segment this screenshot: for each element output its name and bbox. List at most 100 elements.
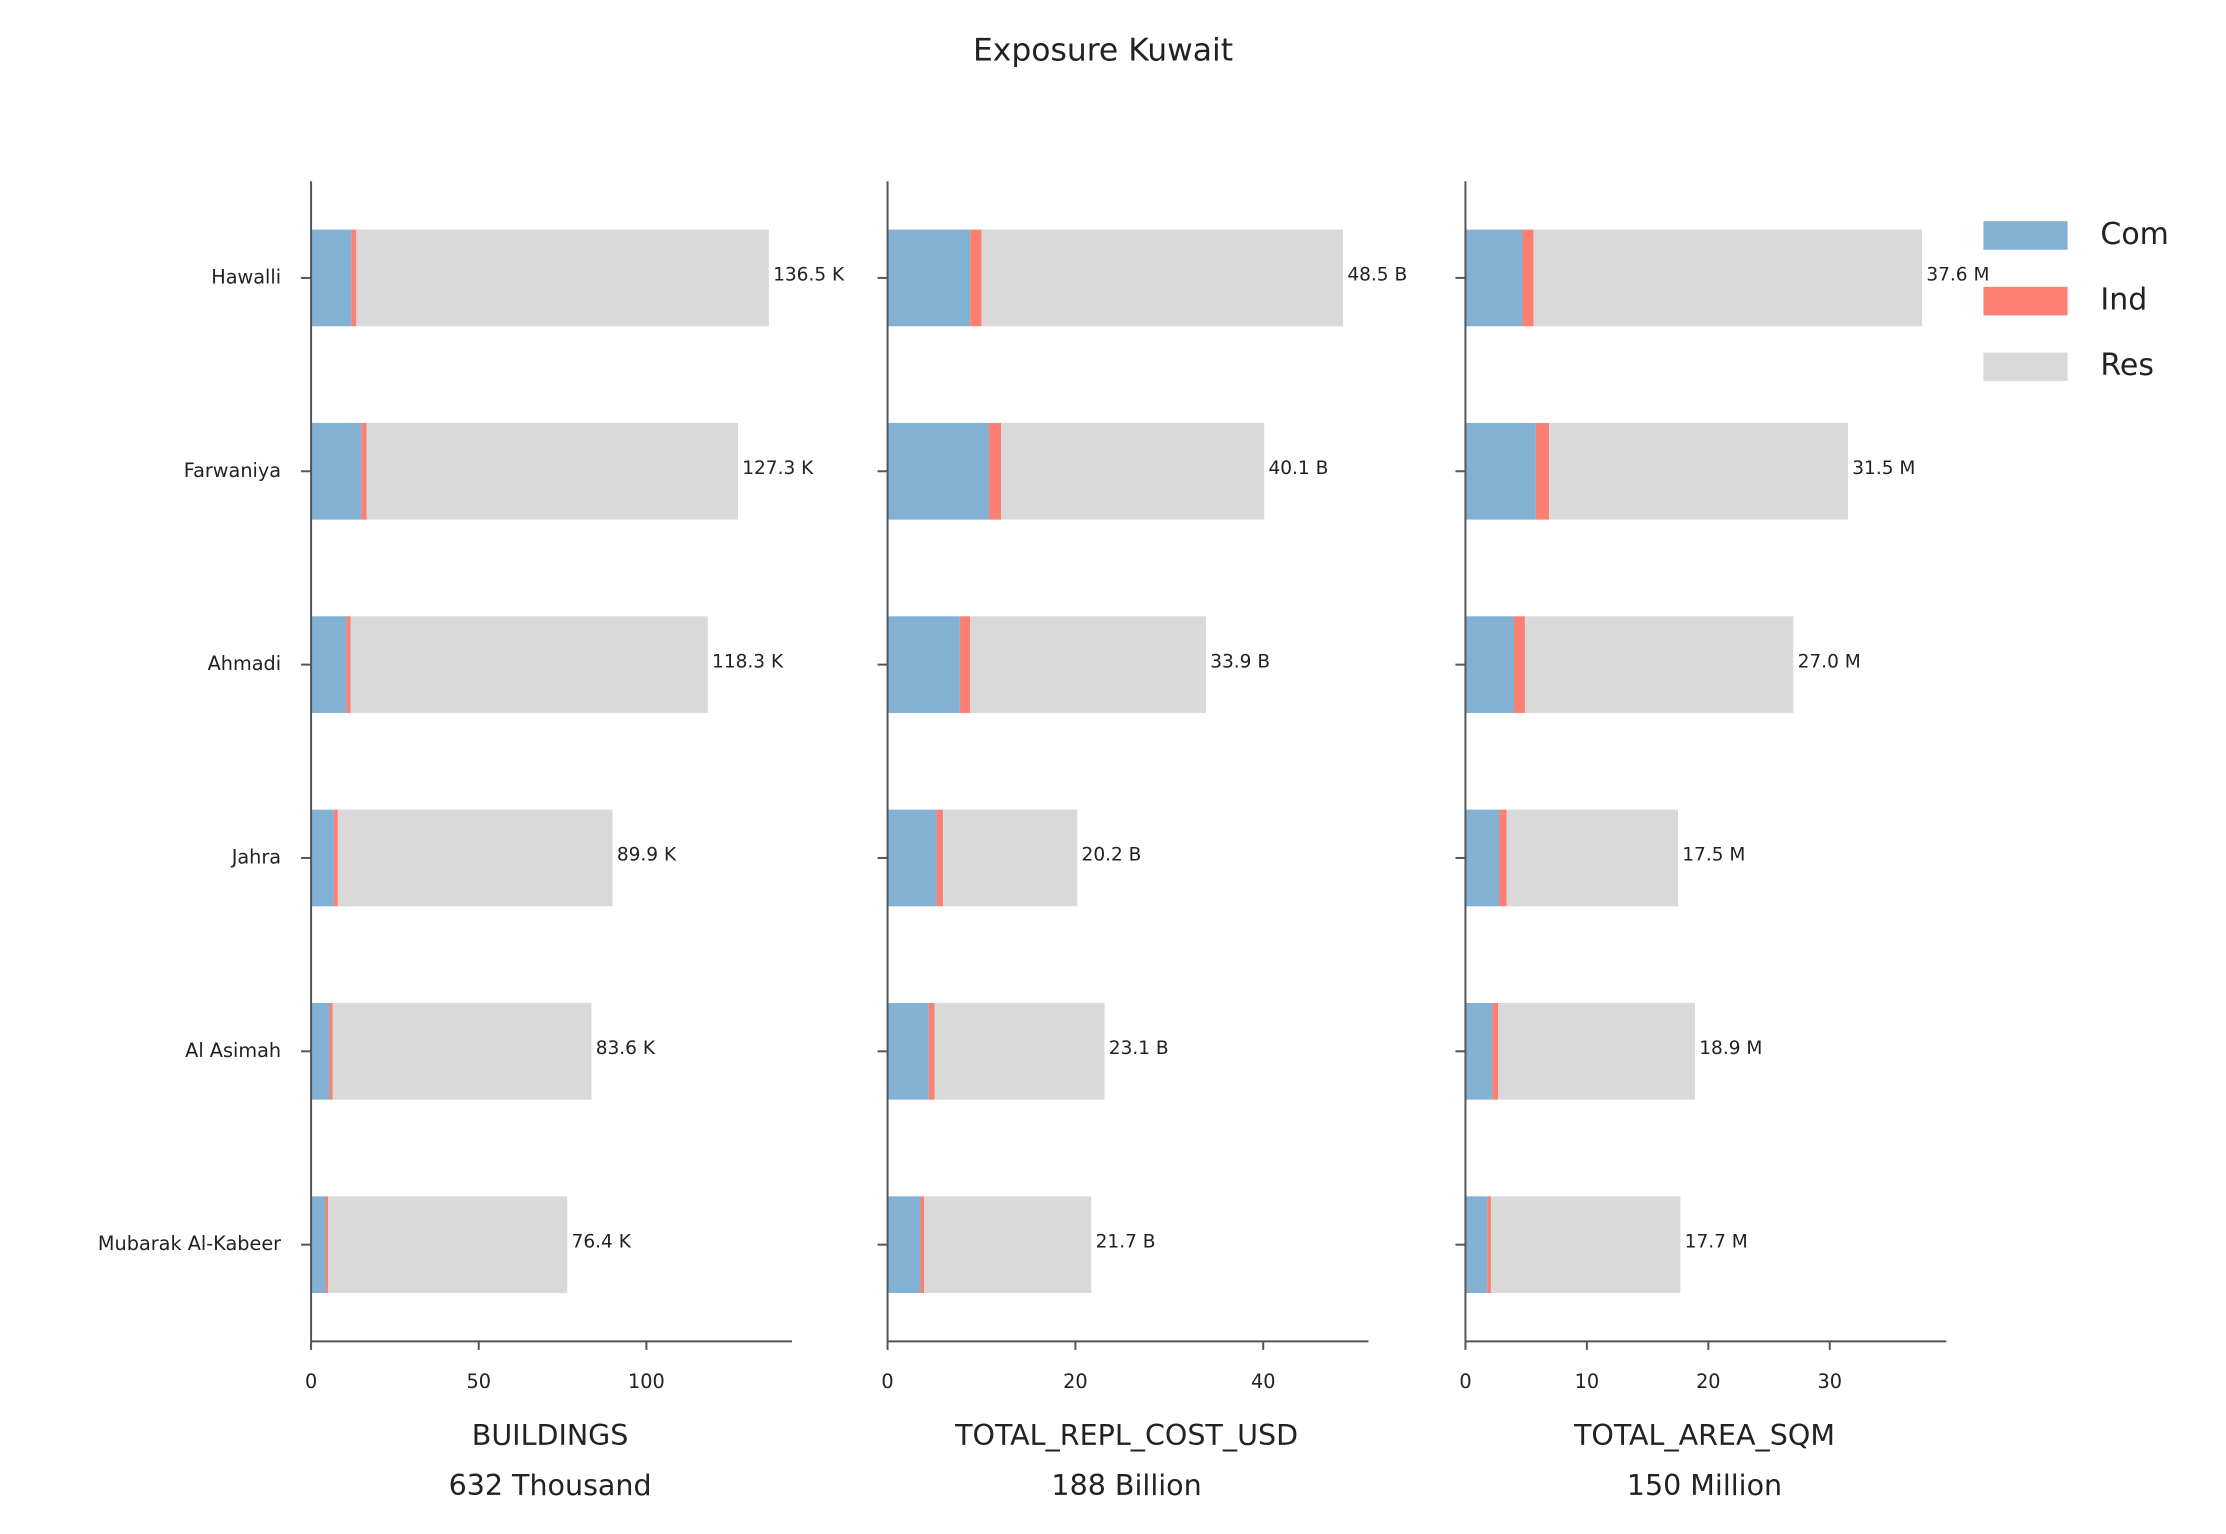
x-axis-total: 632 Thousand [449,1469,652,1502]
bar-total-label: 83.6 K [596,1038,656,1059]
bar-segment [333,809,338,907]
bar-segment [356,229,769,327]
bar-segment [311,616,347,713]
bar-segment [887,616,960,713]
bar-segment [311,422,362,520]
bar-segment [1506,809,1678,907]
y-tick-label: Mubarak Al-Kabeer [98,1232,281,1255]
legend-swatch [1983,286,2068,316]
bar-segment [311,1002,330,1100]
y-tick-label: Al Asimah [185,1039,281,1062]
bar-segment [1001,422,1265,520]
bar-segment [970,229,982,327]
bar-segment [366,422,738,520]
bar-total-label: 18.9 M [1699,1038,1762,1059]
y-tick-label: Jahra [231,845,281,868]
bar-segment [311,809,334,907]
bar-segment [928,1002,935,1100]
y-tick-label: Hawalli [211,265,281,288]
bar-total-label: 20.2 B [1082,845,1142,866]
bar-segment [1514,616,1525,713]
bar-segment [934,1002,1105,1100]
x-axis-label: TOTAL_REPL_COST_USD [954,1419,1298,1452]
bar-total-label: 17.7 M [1685,1231,1748,1252]
bar-segment [351,229,357,327]
bar-total-label: 33.9 B [1210,651,1270,672]
x-tick-label: 20 [1063,1370,1088,1393]
bar-segment [924,1196,1092,1293]
bar-segment [311,1196,326,1293]
x-tick-label: 50 [466,1370,490,1393]
bar-segment [1524,616,1794,713]
bar-segment [887,422,989,520]
x-tick-label: 0 [1459,1370,1471,1393]
bar-segment [361,422,367,520]
x-axis-label: BUILDINGS [472,1419,629,1452]
bar-segment [936,809,943,907]
bar-segment [329,1002,333,1100]
x-tick-label: 30 [1817,1370,1842,1393]
bar-segment [1487,1196,1491,1293]
legend-label: Ind [2100,283,2147,318]
bar-segment [887,1002,929,1100]
x-tick-label: 0 [305,1370,317,1393]
bar-segment [311,229,352,327]
bar-segment [1492,1002,1499,1100]
bar-total-label: 27.0 M [1798,651,1861,672]
x-tick-label: 20 [1696,1370,1721,1393]
bar-segment [988,422,1002,520]
bar-total-label: 23.1 B [1109,1038,1169,1059]
bar-segment [337,809,613,907]
bar-total-label: 21.7 B [1096,1231,1156,1252]
bar-segment [1490,1196,1681,1293]
bar-total-label: 76.4 K [572,1231,632,1252]
bar-total-label: 40.1 B [1268,458,1328,479]
bar-segment [1499,809,1507,907]
bar-segment [970,616,1206,713]
y-tick-label: Farwaniya [184,459,281,482]
bar-segment [887,1196,921,1293]
bar-total-label: 37.6 M [1926,265,1989,286]
bar-total-label: 136.5 K [773,265,845,286]
x-tick-label: 0 [881,1370,893,1393]
legend-swatch [1983,221,2068,250]
bar-segment [942,809,1078,907]
bar-segment [325,1196,329,1293]
legend-swatch [1983,352,2068,382]
bar-segment [1522,229,1534,327]
bar-segment [920,1196,925,1293]
bar-total-label: 118.3 K [712,651,784,672]
x-tick-label: 40 [1251,1370,1276,1393]
y-tick-label: Ahmadi [208,652,282,675]
bar-segment [1465,422,1536,520]
bar-segment [1465,229,1523,327]
bar-total-label: 89.9 K [617,845,677,866]
bar-segment [1549,422,1848,520]
bar-segment [981,229,1344,327]
x-tick-label: 10 [1575,1370,1600,1393]
x-axis-total: 188 Billion [1051,1469,1201,1502]
bar-segment [346,616,351,713]
bar-segment [350,616,708,713]
bar-total-label: 48.5 B [1347,265,1407,286]
legend-label: Com [2100,217,2168,252]
bar-segment [887,229,971,327]
bar-segment [1498,1002,1695,1100]
x-tick-label: 100 [628,1370,665,1393]
bar-segment [1465,616,1515,713]
bar-segment [959,616,971,713]
bar-total-label: 31.5 M [1852,458,1915,479]
bar-segment [328,1196,568,1293]
bar-segment [887,809,937,907]
bar-total-label: 127.3 K [742,458,814,479]
chart-title: Exposure Kuwait [973,32,1233,68]
bar-total-label: 17.5 M [1682,845,1745,866]
legend-label: Res [2100,348,2154,383]
bar-segment [1465,809,1500,907]
bar-segment [332,1002,592,1100]
x-axis-total: 150 Million [1627,1469,1782,1502]
bar-segment [1535,422,1550,520]
bar-segment [1465,1196,1488,1293]
bar-segment [1465,1002,1493,1100]
